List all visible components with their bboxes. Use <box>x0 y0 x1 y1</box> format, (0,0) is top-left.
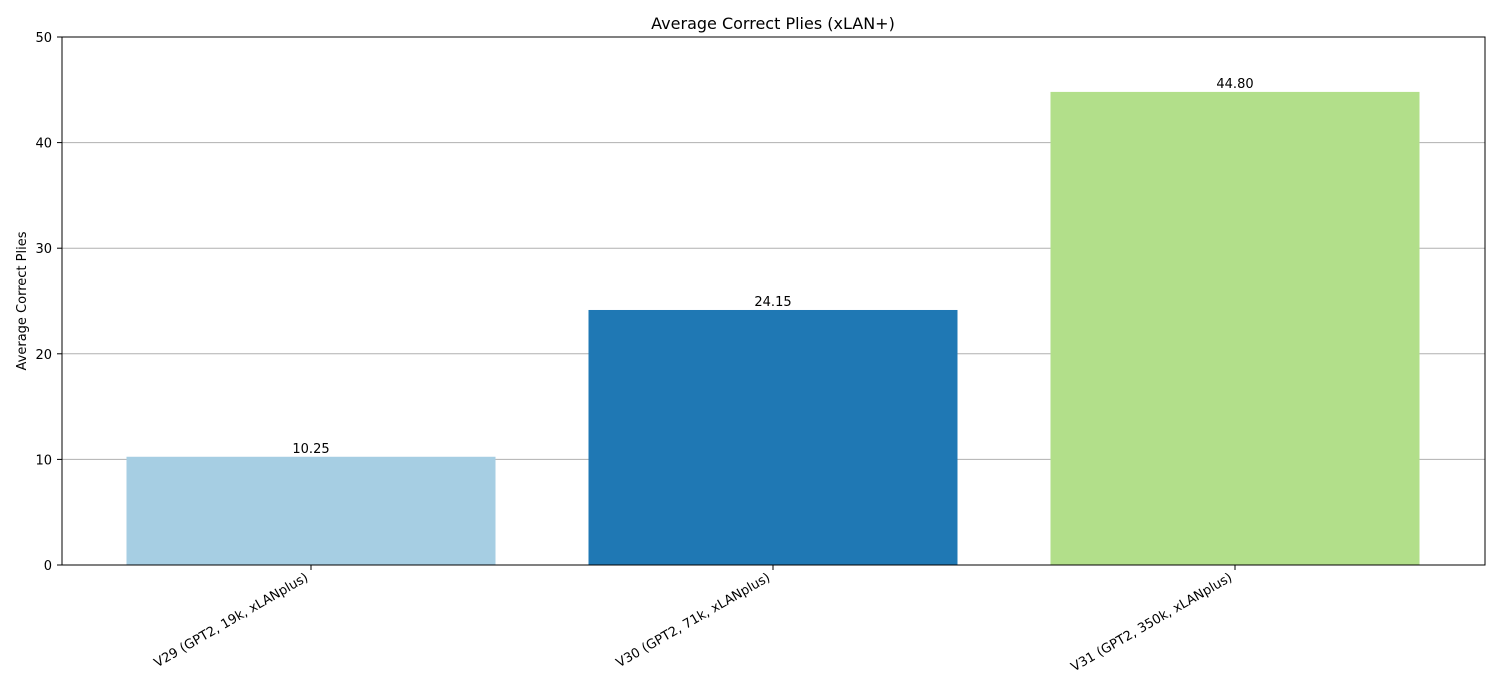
y-tick-label-50: 50 <box>35 31 52 46</box>
x-tick-label-2: V30 (GPT2, 71k, xLANplus) <box>614 570 773 671</box>
y-tick-label-10: 10 <box>35 453 52 468</box>
bar-3 <box>1050 91 1420 566</box>
data-labels: 10.25 24.15 44.80 <box>292 77 1253 457</box>
y-axis-label: Average Correct Plies <box>15 231 30 370</box>
y-axis-ticks: 0 10 20 30 40 50 <box>35 31 62 574</box>
bars <box>126 91 1420 566</box>
y-tick-label-20: 20 <box>35 348 52 363</box>
chart-title: Average Correct Plies (xLAN+) <box>651 14 895 33</box>
y-tick-label-30: 30 <box>35 242 52 257</box>
x-tick-label-1: V29 (GPT2, 19k, xLANplus) <box>152 570 311 671</box>
bar-2 <box>588 309 958 565</box>
data-label-3: 44.80 <box>1216 77 1253 92</box>
y-tick-label-0: 0 <box>44 559 52 574</box>
data-label-2: 24.15 <box>754 295 791 310</box>
x-axis-ticks: V29 (GPT2, 19k, xLANplus) V30 (GPT2, 71k,… <box>152 565 1236 675</box>
x-tick-label-3: V31 (GPT2, 350k, xLANplus) <box>1069 570 1235 675</box>
y-tick-label-40: 40 <box>35 137 52 152</box>
bar-1 <box>126 456 496 565</box>
data-label-1: 10.25 <box>292 442 329 457</box>
